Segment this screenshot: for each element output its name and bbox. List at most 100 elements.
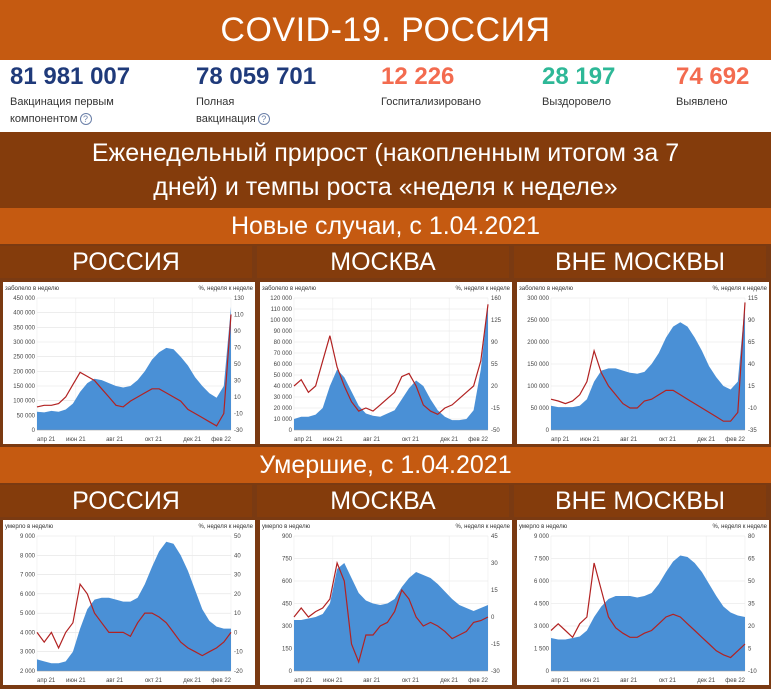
y-tick-label: 200 000: [527, 340, 549, 346]
region-outside-deaths: ВНЕ МОСКВЫ: [514, 485, 766, 517]
y-tick-label: 400 000: [13, 311, 35, 317]
stat-detected: 74 692 Выявлено: [676, 62, 749, 111]
right-axis-title: %, неделя к неделе: [198, 524, 253, 530]
x-tick-label: дек 21: [697, 437, 715, 443]
x-tick-label: фев 22: [211, 437, 231, 443]
y-tick-label: 4 000: [20, 630, 36, 636]
y2-tick-label: 65: [748, 557, 755, 563]
y-tick-label: 1 500: [534, 647, 550, 653]
x-tick-label: апр 21: [37, 678, 56, 684]
y2-tick-label: -20: [234, 669, 243, 675]
stat-vaccination-first: 81 981 007 Вакцинация первым компонентом?: [10, 62, 130, 128]
y-tick-label: 100 000: [270, 318, 292, 324]
y2-tick-label: 30: [491, 561, 498, 567]
x-tick-label: дек 21: [697, 678, 715, 684]
y-tick-label: 3 000: [20, 650, 36, 656]
area-series: [551, 302, 745, 430]
y2-tick-label: 20: [234, 592, 241, 598]
y2-tick-label: 70: [234, 346, 241, 352]
y-tick-label: 150 000: [527, 362, 549, 368]
y-tick-label: 9 000: [534, 534, 550, 540]
x-tick-label: дек 21: [183, 678, 201, 684]
y2-tick-label: 10: [234, 611, 241, 617]
y2-tick-label: 10: [234, 395, 241, 401]
y-tick-label: 40 000: [274, 384, 293, 390]
y-tick-label: 90 000: [274, 329, 293, 335]
y-tick-label: 7 000: [20, 573, 36, 579]
deaths-russia-svg: умерло в неделю %, неделя к неделе 9 000 8 …: [5, 524, 254, 684]
help-icon[interactable]: ?: [257, 113, 270, 126]
x-tick-label: авг 21: [363, 437, 381, 443]
x-tick-label: апр 21: [37, 437, 56, 443]
y-tick-label: 350 000: [13, 325, 35, 331]
y-tick-label: 50 000: [17, 413, 36, 419]
stats-panel: 81 981 007 Вакцинация первым компонентом?…: [0, 60, 771, 132]
x-tick-label: окт 21: [145, 437, 163, 443]
region-outside-cases: ВНЕ МОСКВЫ: [514, 246, 766, 278]
right-axis-title: %, неделя к неделе: [455, 524, 510, 530]
weekly-heading: Еженедельный прирост (накопленным итогом…: [0, 132, 771, 208]
y-tick-label: 450: [282, 602, 293, 608]
x-tick-label: авг 21: [620, 437, 638, 443]
y2-tick-label: 15: [491, 588, 498, 594]
y2-tick-label: 30: [234, 573, 241, 579]
y2-tick-label: 90: [748, 318, 755, 324]
y-tick-label: 200 000: [13, 369, 35, 375]
y-tick-label: 0: [32, 428, 36, 434]
section-cases-title: Новые случаи, с 1.04.2021: [0, 208, 771, 244]
x-tick-label: июн 21: [66, 437, 86, 443]
y2-tick-label: -10: [234, 412, 243, 418]
x-tick-label: апр 21: [551, 437, 570, 443]
y2-tick-label: -15: [491, 406, 500, 412]
x-tick-label: авг 21: [106, 437, 124, 443]
x-tick-label: июн 21: [580, 678, 600, 684]
right-axis-title: %, неделя к неделе: [198, 286, 253, 292]
y-tick-label: 750: [282, 557, 293, 563]
y-tick-label: 110 000: [271, 307, 293, 313]
y2-tick-label: -50: [491, 428, 500, 434]
y-tick-label: 70 000: [274, 351, 293, 357]
growth-line-series: [293, 304, 489, 416]
y-tick-label: 9 000: [20, 534, 36, 540]
y-tick-label: 50 000: [274, 373, 293, 379]
area-series: [37, 541, 231, 671]
y2-tick-label: 80: [748, 534, 755, 540]
y2-tick-label: -35: [748, 428, 757, 434]
help-icon[interactable]: ?: [79, 113, 92, 126]
x-tick-label: фев 22: [725, 437, 745, 443]
x-tick-label: авг 21: [106, 678, 124, 684]
y-tick-label: 100 000: [527, 384, 549, 390]
x-tick-label: окт 21: [145, 678, 163, 684]
left-axis-title: умерло в неделю: [519, 524, 568, 530]
region-russia-deaths: РОССИЯ: [0, 485, 252, 517]
area-series: [294, 303, 488, 430]
y-tick-label: 600: [282, 579, 293, 585]
stat-label: Полная вакцинация?: [196, 94, 316, 128]
right-axis-title: %, неделя к неделе: [455, 286, 510, 292]
y-tick-label: 2 000: [20, 669, 36, 675]
y-tick-label: 60 000: [274, 362, 293, 368]
area-series: [37, 306, 231, 430]
y-tick-label: 150 000: [13, 384, 35, 390]
region-moscow-deaths: МОСКВА: [257, 485, 509, 517]
y-tick-label: 120 000: [270, 296, 292, 302]
x-tick-label: апр 21: [294, 678, 313, 684]
chart-deaths-moscow: умерло в неделю %, неделя к неделе 900 750 6…: [260, 520, 512, 685]
cases-moscow-svg: заболело в неделю %, неделя к неделе 120 0…: [262, 286, 511, 443]
y-tick-label: 50 000: [531, 406, 550, 412]
y2-tick-label: 110: [234, 313, 244, 319]
chart-cases-russia: заболело в неделю %, неделя к неделе 450 0…: [3, 282, 255, 444]
x-tick-label: апр 21: [294, 437, 313, 443]
x-tick-label: фев 22: [725, 678, 745, 684]
x-tick-label: июн 21: [580, 437, 600, 443]
x-tick-label: фев 22: [468, 678, 488, 684]
y2-tick-label: 5: [748, 647, 752, 653]
left-axis-title: заболело в неделю: [262, 286, 316, 292]
y2-tick-label: 115: [748, 296, 758, 302]
y-tick-label: 100 000: [13, 399, 35, 405]
y-tick-label: 250 000: [527, 318, 549, 324]
stat-value: 81 981 007: [10, 63, 131, 90]
y2-tick-label: 15: [748, 384, 755, 390]
stat-hospitalized: 12 226 Госпитализировано: [381, 62, 481, 111]
left-axis-title: заболело в неделю: [519, 286, 573, 292]
